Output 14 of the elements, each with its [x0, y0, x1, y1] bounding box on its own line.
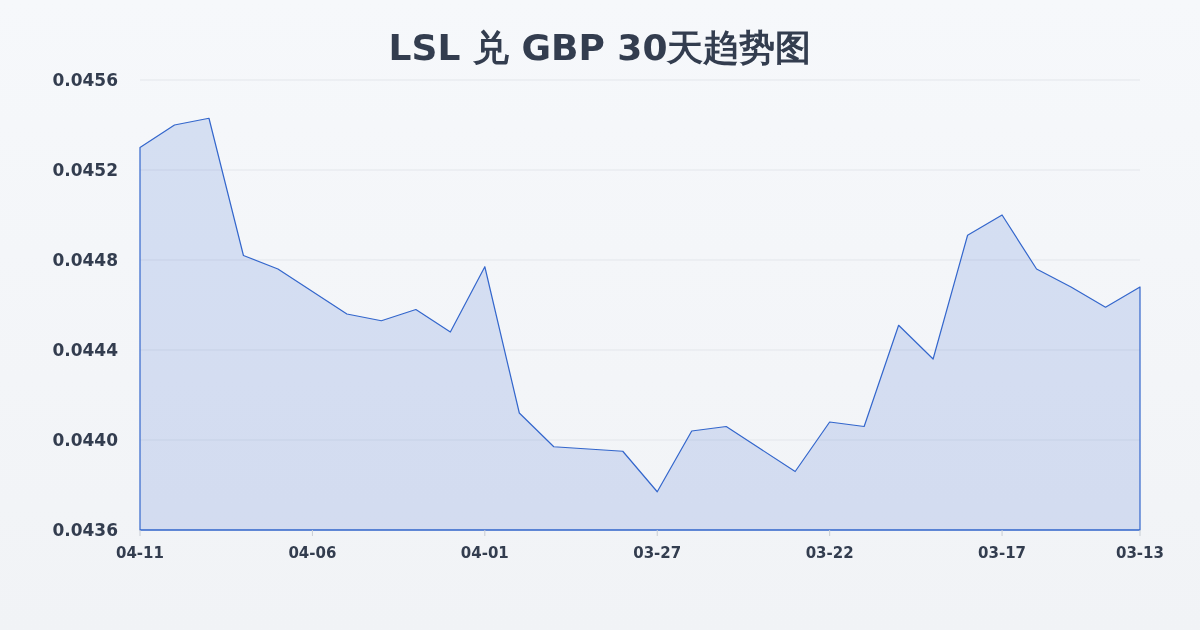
- y-tick-label: 0.0452: [52, 159, 118, 180]
- y-tick-label: 0.0456: [52, 69, 118, 90]
- x-tick-label: 04-01: [460, 544, 509, 562]
- y-tick-label: 0.0436: [52, 519, 118, 540]
- y-tick-label: 0.0444: [52, 339, 119, 360]
- x-tick-label: 04-06: [288, 544, 337, 562]
- x-tick-label: 03-17: [978, 544, 1027, 562]
- x-tick-label: 04-11: [116, 544, 164, 562]
- chart-title: LSL 兑 GBP 30天趋势图: [388, 27, 812, 68]
- x-tick-label: 03-22: [805, 544, 854, 562]
- y-tick-label: 0.0440: [52, 429, 119, 450]
- y-tick-label: 0.0448: [52, 249, 118, 270]
- x-tick-label: 03-13: [1116, 544, 1164, 562]
- x-tick-label: 03-27: [633, 544, 682, 562]
